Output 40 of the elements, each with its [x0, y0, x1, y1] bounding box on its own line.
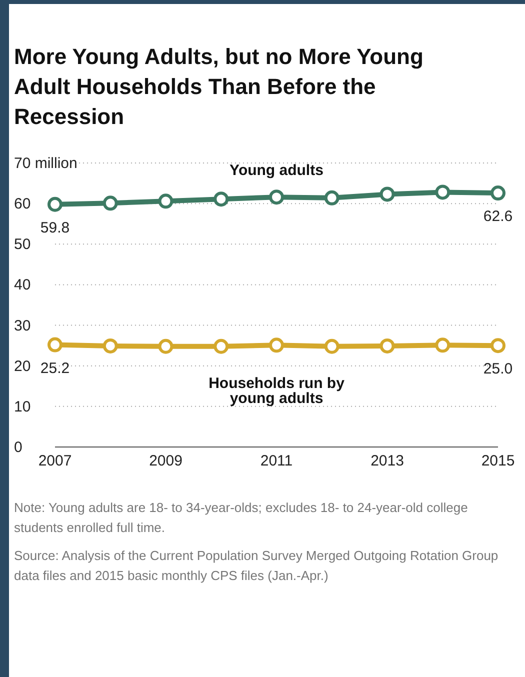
x-tick-label: 2015	[481, 452, 515, 470]
point	[435, 184, 450, 200]
point	[48, 337, 62, 352]
y-tick-label: 50	[14, 236, 31, 254]
y-tick-label: 20	[14, 358, 31, 375]
y-tick-label: 0	[14, 439, 22, 456]
x-tick-label: 2007	[38, 452, 72, 470]
data-label: 25.2	[40, 360, 70, 377]
data-label: 59.8	[40, 219, 70, 236]
y-tick-label: 10	[14, 398, 31, 416]
point	[380, 338, 395, 354]
x-tick-label: 2013	[370, 452, 404, 470]
chart-title: More Young Adults, but no More Young Adult Households Than Before the Recession	[14, 43, 424, 131]
point	[158, 194, 174, 209]
point	[48, 196, 62, 212]
point	[380, 186, 395, 202]
point	[214, 192, 229, 207]
point	[324, 190, 340, 206]
point	[324, 338, 340, 354]
point	[435, 338, 450, 353]
series-label: Households run by young adults	[208, 374, 346, 407]
point	[102, 196, 118, 211]
y-tick-label: 60	[14, 196, 31, 213]
point	[214, 338, 229, 354]
text: Note: Young adults are 18- to 34-year-olds; excludes 18- to 24-year-old college students enrolled full time.	[14, 499, 469, 537]
point	[490, 338, 506, 354]
data-label: 25.0	[483, 360, 513, 378]
y-tick-label: 40	[14, 276, 31, 294]
source-note: Source: Analysis of the Current Population Survey Merged Outgoing Rotation Group data files and 2015 basic monthly CPS files (Jan.-Apr.)	[14, 547, 500, 585]
data-label: 62.6	[483, 208, 513, 226]
series-label: Young adults	[230, 162, 324, 180]
point	[490, 186, 506, 201]
y-tick-label: 70 million	[14, 155, 78, 172]
x-tick-label: 2011	[260, 452, 293, 470]
point	[269, 338, 284, 353]
point	[102, 338, 118, 354]
y-tick-label: 30	[14, 317, 31, 334]
x-tick-label: 2009	[149, 452, 182, 470]
point	[269, 190, 284, 205]
point	[158, 338, 174, 354]
